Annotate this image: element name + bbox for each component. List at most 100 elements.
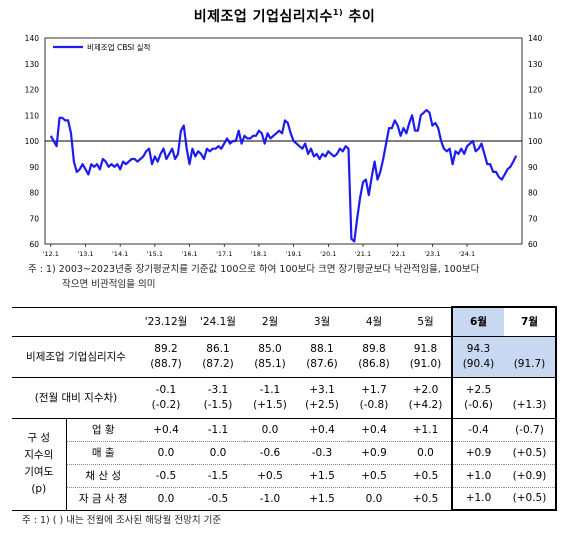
main-index-row-forecast: (85.1) xyxy=(254,357,286,370)
y-tick-label-right: 110 xyxy=(528,111,543,120)
change-row-cell: -3.1 (-1.5) xyxy=(192,377,244,419)
sub-row-value: +1.5 xyxy=(296,487,348,511)
main-index-row-cell: 89.8 (86.8) xyxy=(348,336,400,378)
sub-row-value: 0.0 xyxy=(140,441,192,465)
sub-row-value: +1.5 xyxy=(296,464,348,488)
sub-row-value: +0.9 xyxy=(348,441,400,465)
x-tick-label: '12.1 xyxy=(43,250,59,258)
sub-row-value: 0.0 xyxy=(348,487,400,511)
x-tick-label: '14.1 xyxy=(112,250,128,258)
main-index-row-forecast: (90.4) xyxy=(462,357,495,370)
change-row-cell: +2.5 (-0.6) xyxy=(451,377,504,419)
main-index-row-label: 비제조업 기업심리지수 xyxy=(12,336,140,378)
y-tick-label-right: 100 xyxy=(528,137,543,146)
change-row-forecast: (+1.5) xyxy=(253,398,287,411)
sub-row-value: -1.1 xyxy=(192,418,244,442)
sub-row-value: (-0.7) xyxy=(504,418,557,442)
x-tick-label: '23.1 xyxy=(424,250,440,258)
sub-row-value: +0.5 xyxy=(400,464,452,488)
main-index-row-forecast: (87.2) xyxy=(202,357,234,370)
sub-row-value: -0.5 xyxy=(192,487,244,511)
column-header: 6월 xyxy=(451,306,504,337)
y-tick-label-left: 110 xyxy=(25,111,40,120)
sub-row-value: 0.0 xyxy=(140,487,192,511)
change-row-forecast: (+1.3) xyxy=(512,398,547,411)
y-tick-label-left: 140 xyxy=(25,34,40,43)
column-header: '23.12월 xyxy=(140,306,192,337)
main-index-row-value: 94.3 xyxy=(466,342,491,355)
main-index-row-value: 86.1 xyxy=(206,342,230,355)
column-header: 5월 xyxy=(400,306,452,337)
y-tick-label-right: 80 xyxy=(528,189,538,198)
sub-row-value: +1.0 xyxy=(451,464,504,488)
contribution-group-label: 구 성 지수의 기여도 (p) xyxy=(12,418,66,511)
sub-row-value: +0.5 xyxy=(348,464,400,488)
group-label-line: (p) xyxy=(31,483,47,495)
main-index-row-forecast: (88.7) xyxy=(150,357,182,370)
y-tick-label-right: 60 xyxy=(528,240,538,249)
main-index-row-forecast: (91.0) xyxy=(409,357,442,370)
change-row-value: -0.1 xyxy=(155,383,177,396)
sub-row-value: +1.1 xyxy=(400,418,452,442)
change-row-cell: +2.0 (+4.2) xyxy=(400,377,452,419)
x-tick-label: '24.1 xyxy=(459,250,475,258)
sub-row-value: +0.4 xyxy=(348,418,400,442)
y-tick-label-left: 100 xyxy=(25,137,40,146)
main-index-row-forecast: (87.6) xyxy=(306,357,338,370)
sub-row-value: +0.9 xyxy=(451,441,504,465)
legend-label: 비제조업 CBSI 실적 xyxy=(87,42,150,52)
sub-row-value: +0.4 xyxy=(140,418,192,442)
change-row-value: +2.0 xyxy=(412,383,439,396)
change-row-cell: (+1.3) xyxy=(504,377,557,419)
change-row-value: +2.5 xyxy=(465,383,492,396)
y-tick-label-left: 60 xyxy=(29,240,39,249)
sub-row-value: +1.0 xyxy=(451,487,504,511)
change-row-value: -1.1 xyxy=(259,383,281,396)
sub-row-value: +0.5 xyxy=(400,487,452,511)
sub-row-value: 0.0 xyxy=(400,441,452,465)
change-row-forecast: (-1.5) xyxy=(203,398,233,411)
sub-row-value: +0.4 xyxy=(296,418,348,442)
y-tick-label-right: 120 xyxy=(528,86,543,95)
sub-row-value: -1.5 xyxy=(192,464,244,488)
main-index-row-cell: 94.3 (90.4) xyxy=(451,336,504,378)
main-index-row-forecast: (86.8) xyxy=(358,357,390,370)
chart-footnote: 주 : 1) 2003~2023년중 장기평균치를 기준값 100으로 하여 1… xyxy=(28,264,480,290)
change-row-cell: +1.7 (-0.8) xyxy=(348,377,400,419)
y-tick-label-left: 70 xyxy=(29,214,39,223)
y-tick-label-left: 120 xyxy=(25,86,40,95)
main-index-row-cell: 91.8 (91.0) xyxy=(400,336,452,378)
group-label-line: 구 성 xyxy=(27,432,51,444)
sub-row-value: -0.6 xyxy=(244,441,296,465)
x-tick-label: '17.1 xyxy=(216,250,232,258)
change-row-cell: -0.1 (-0.2) xyxy=(140,377,192,419)
group-label-line: 기여도 xyxy=(24,466,54,478)
change-row-forecast: (-0.6) xyxy=(464,398,493,411)
sub-row-label: 자 금 사 정 xyxy=(65,487,140,511)
cbsi-table: '23.12월 '24.1월 2월 3월 4월 5월 6월 7월 비제조업 기업심리지수 89.2… xyxy=(12,306,557,511)
change-row-cell: -1.1 (+1.5) xyxy=(244,377,296,419)
change-row-forecast: (+4.2) xyxy=(408,398,443,411)
sub-row-value: -0.5 xyxy=(140,464,192,488)
sub-row-label: 매 출 xyxy=(65,441,140,465)
y-tick-label-right: 70 xyxy=(528,214,538,223)
column-header: 3월 xyxy=(296,306,348,337)
table-footnote: 주 : 1) ( ) 내는 전월에 조사된 해당월 전망치 기준 xyxy=(22,515,222,526)
sub-row-value: 0.0 xyxy=(192,441,244,465)
sub-row-label: 업 황 xyxy=(65,418,140,442)
y-tick-label-left: 80 xyxy=(29,189,39,198)
x-tick-label: '21.1 xyxy=(355,250,371,258)
change-row-forecast: (-0.8) xyxy=(359,398,389,411)
column-header: '24.1월 xyxy=(192,306,244,337)
main-index-row-value: 85.0 xyxy=(258,342,282,355)
main-index-row-cell: 88.1 (87.6) xyxy=(296,336,348,378)
change-row-forecast: (+2.5) xyxy=(305,398,339,411)
sub-row-value: (+0.9) xyxy=(504,464,557,488)
series-line-cbsi xyxy=(49,108,518,243)
column-header: 2월 xyxy=(244,306,296,337)
sub-row-value: +0.5 xyxy=(244,464,296,488)
sub-row-value: -0.3 xyxy=(296,441,348,465)
x-tick-label: '19.1 xyxy=(285,250,301,258)
x-tick-label: '13.1 xyxy=(77,250,93,258)
sub-row-label: 채 산 성 xyxy=(65,464,140,488)
